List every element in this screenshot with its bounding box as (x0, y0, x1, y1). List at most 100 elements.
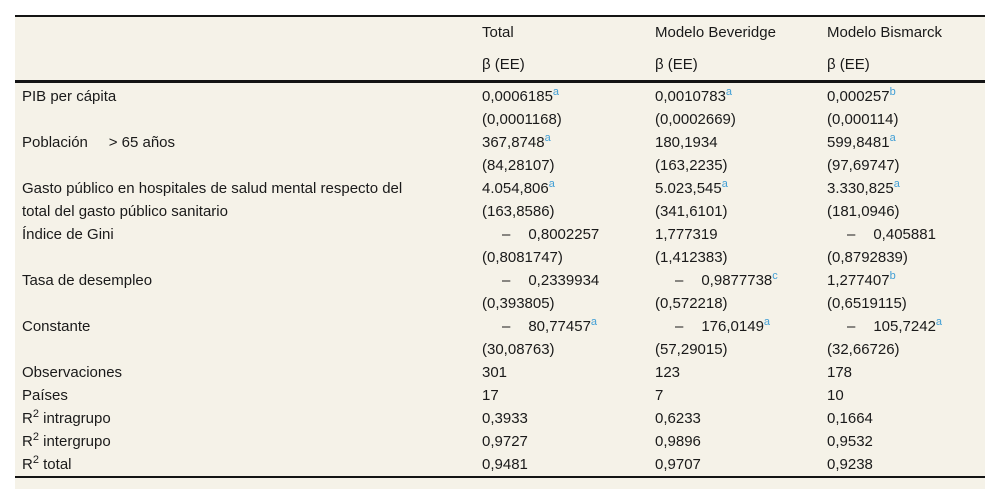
coefficient-number: 10 (827, 387, 844, 404)
cell-bismarck: 0,1664 (827, 407, 985, 430)
row-label-text: Tasa de desempleo (22, 272, 153, 289)
table-row: R2 total 0,9481 0,9707 0,9238 (15, 453, 985, 476)
coefficient-number: 0,9481 (482, 456, 528, 473)
table-body: PIB per cápita 0,0006185a (0,0001168) 0,… (15, 83, 985, 476)
cell-beveridge: 0,6233 (655, 407, 827, 430)
row-label: R2 intragrupo (15, 407, 482, 430)
coefficient-number: 301 (482, 364, 508, 381)
coefficient-value: 1,277407b (827, 269, 985, 292)
coefficient-number: 180,1934 (655, 134, 718, 151)
standard-error: (341,6101) (655, 203, 728, 220)
coefficient-number: 0,6233 (655, 410, 701, 427)
header-beta-se-label: β (EE) (482, 56, 525, 73)
cell-total: 301 (482, 361, 655, 384)
minus-sign: – (847, 226, 856, 243)
coefficient-value: 180,1934 (655, 131, 827, 154)
significance-superscript: a (725, 86, 733, 98)
cell-beveridge: –176,0149a (57,29015) (655, 315, 827, 361)
header-col-label: Modelo Bismarck (827, 24, 943, 41)
cell-total: 4.054,806a (163,8586) (482, 177, 655, 223)
table-row: PIB per cápita 0,0006185a (0,0001168) 0,… (15, 85, 985, 131)
coefficient-value: –0,8002257 (482, 223, 655, 246)
significance-superscript: c (772, 270, 778, 282)
cell-bismarck: 0,000257b (0,000114) (827, 85, 985, 131)
table-row: Tasa de desempleo –0,2339934 (0,393805) … (15, 269, 985, 315)
header-col-total: Total β (EE) (482, 19, 655, 80)
minus-sign: – (502, 226, 511, 243)
minus-sign: – (847, 318, 856, 335)
cell-bismarck: 178 (827, 361, 985, 384)
cell-beveridge: –0,9877738c (0,572218) (655, 269, 827, 315)
row-label-text: R (22, 456, 33, 473)
significance-superscript: a (721, 178, 728, 190)
coefficient-value: –0,9877738c (655, 269, 827, 292)
table-bottom-rule (15, 476, 985, 489)
coefficient-number: 17 (482, 387, 499, 404)
coefficient-value: 301 (482, 361, 655, 384)
coefficient-number: 0,1664 (827, 410, 873, 427)
table-header: Total β (EE) Modelo Beveridge β (EE) Mod… (15, 17, 985, 83)
cell-beveridge: 123 (655, 361, 827, 384)
row-label-text: intergrupo (38, 433, 111, 450)
cell-bismarck: 1,277407b (0,6519115) (827, 269, 985, 315)
cell-bismarck: 10 (827, 384, 985, 407)
standard-error: (57,29015) (655, 341, 728, 358)
cell-bismarck: 0,9532 (827, 430, 985, 453)
standard-error: (0,8792839) (827, 249, 908, 266)
coefficient-value: 0,9896 (655, 430, 827, 453)
row-label: R2 intergrupo (15, 430, 482, 453)
coefficient-value: 123 (655, 361, 827, 384)
standard-error: (0,0002669) (655, 111, 736, 128)
row-label: Países (15, 384, 482, 407)
coefficient-number: 0,2339934 (528, 272, 600, 289)
cell-beveridge: 7 (655, 384, 827, 407)
coefficient-value: –0,405881 (827, 223, 985, 246)
row-label-superscript: 2 (32, 454, 39, 466)
standard-error: (32,66726) (827, 341, 900, 358)
minus-sign: – (675, 272, 684, 289)
cell-total: –80,77457a (30,08763) (482, 315, 655, 361)
row-label-text: total (38, 456, 72, 473)
coefficient-number: 367,8748 (482, 134, 545, 151)
cell-beveridge: 0,9896 (655, 430, 827, 453)
coefficient-value: –0,2339934 (482, 269, 655, 292)
standard-error: (181,0946) (827, 203, 900, 220)
cell-beveridge: 0,9707 (655, 453, 827, 476)
standard-error: (0,572218) (655, 295, 728, 312)
coefficient-number: 1,277407 (827, 272, 890, 289)
cell-total: 0,0006185a (0,0001168) (482, 85, 655, 131)
standard-error: (30,08763) (482, 341, 555, 358)
coefficient-number: 7 (655, 387, 664, 404)
cell-total: –0,2339934 (0,393805) (482, 269, 655, 315)
row-label-text: intragrupo (38, 410, 111, 427)
minus-sign: – (502, 318, 511, 335)
coefficient-value: 0,0006185a (482, 85, 655, 108)
coefficient-value: 1,777319 (655, 223, 827, 246)
significance-superscript: a (763, 316, 771, 328)
cell-beveridge: 0,0010783a (0,0002669) (655, 85, 827, 131)
regression-results-table: Total β (EE) Modelo Beveridge β (EE) Mod… (15, 15, 985, 489)
coefficient-value: 4.054,806a (482, 177, 655, 200)
cell-total: 367,8748a (84,28107) (482, 131, 655, 177)
coefficient-value: 0,9707 (655, 453, 827, 476)
coefficient-number: 0,9896 (655, 433, 701, 450)
coefficient-number: 0,0010783 (655, 88, 726, 105)
header-col-label: Modelo Beveridge (655, 24, 776, 41)
significance-superscript: b (889, 270, 896, 282)
coefficient-number: 4.054,806 (482, 180, 549, 197)
coefficient-value: 3.330,825a (827, 177, 985, 200)
cell-total: 0,9727 (482, 430, 655, 453)
cell-bismarck: 3.330,825a (181,0946) (827, 177, 985, 223)
coefficient-number: 0,9238 (827, 456, 873, 473)
coefficient-number: 0,9532 (827, 433, 873, 450)
table-row: Población > 65 años 367,8748a (84,28107)… (15, 131, 985, 177)
minus-sign: – (502, 272, 511, 289)
coefficient-value: 0,000257b (827, 85, 985, 108)
coefficient-number: 0,000257 (827, 88, 890, 105)
coefficient-value: 10 (827, 384, 985, 407)
row-label-text: Países (22, 387, 68, 404)
significance-superscript: a (552, 86, 560, 98)
cell-total: 0,3933 (482, 407, 655, 430)
header-beta-se-label: β (EE) (655, 56, 698, 73)
coefficient-value: –80,77457a (482, 315, 655, 338)
